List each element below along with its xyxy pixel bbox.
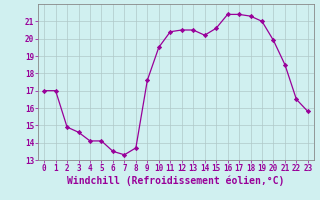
X-axis label: Windchill (Refroidissement éolien,°C): Windchill (Refroidissement éolien,°C) [67, 176, 285, 186]
